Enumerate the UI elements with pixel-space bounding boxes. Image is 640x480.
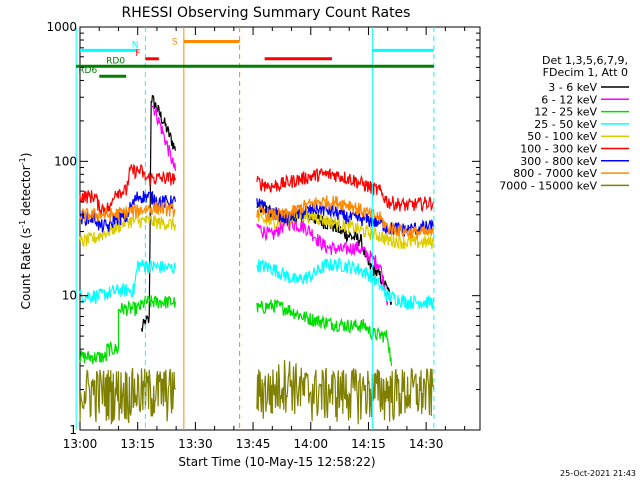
series-layer — [79, 95, 435, 425]
footer-timestamp: 25-Oct-2021 21:43 — [560, 469, 636, 478]
legend-entry: 25 - 50 keV — [534, 118, 597, 131]
series-line — [140, 95, 176, 332]
x-tick-label: 13:15 — [120, 437, 155, 451]
y-axis-label-sup: -1 — [18, 220, 27, 228]
legend: Det 1,3,5,6,7,9,FDecim 1, Att 0 3 - 6 keV… — [499, 54, 629, 192]
axis-layer: 1 10 100 1000 13:00 13:15 13:30 13:45 14:00 14:15… — [46, 20, 480, 451]
y-tick-label: 10 — [62, 289, 77, 303]
x-axis-label: Start Time (10-May-15 12:58:22) — [178, 455, 375, 469]
x-tick-label: 14:30 — [409, 437, 444, 451]
y-tick-label: 100 — [54, 154, 77, 168]
series-line — [79, 367, 176, 425]
marker-layer — [75, 27, 435, 430]
y-axis-label-sup-2: -1 — [18, 157, 27, 165]
series-line — [150, 105, 176, 171]
flag-layer: NF S RD0 RD6 — [76, 37, 434, 78]
series-line — [256, 359, 435, 425]
series-line — [256, 168, 435, 213]
x-tick-label: 14:15 — [351, 437, 386, 451]
flag-label: S — [172, 37, 178, 47]
flag-label: N — [132, 40, 139, 50]
legend-entry: 300 - 800 keV — [520, 155, 597, 168]
y-axis-label-main: Count Rate (s — [19, 228, 33, 310]
series-line — [79, 200, 176, 223]
chart-title: RHESSI Observing Summary Count Rates — [122, 5, 411, 21]
flag-label: F — [135, 49, 140, 59]
x-tick-label: 13:30 — [178, 437, 213, 451]
series-line — [256, 217, 389, 306]
legend-entry: 100 - 300 keV — [520, 143, 597, 156]
y-axis-label: Count Rate (s-1 detector-1) — [18, 153, 33, 310]
y-axis-label-close: ) — [19, 153, 33, 158]
series-line — [79, 258, 176, 305]
x-tick-label: 13:45 — [236, 437, 271, 451]
y-tick-label: 1 — [69, 423, 77, 437]
flag-label: RD0 — [106, 56, 125, 66]
legend-entry: 7000 - 15000 keV — [499, 179, 597, 192]
legend-header: FDecim 1, Att 0 — [543, 66, 628, 79]
y-tick-label: 1000 — [46, 20, 77, 34]
x-tick-label: 13:00 — [63, 437, 98, 451]
legend-entry: 50 - 100 keV — [527, 130, 597, 143]
legend-entry: 6 - 12 keV — [541, 93, 597, 106]
series-line — [256, 257, 435, 310]
legend-entry: 3 - 6 keV — [548, 81, 597, 94]
flag-label: RD6 — [78, 66, 97, 76]
y-axis-label-tail: detector — [19, 165, 33, 220]
series-line — [79, 163, 176, 217]
series-line — [256, 298, 393, 366]
series-line — [79, 295, 176, 365]
legend-header: Det 1,3,5,6,7,9, — [542, 54, 628, 67]
legend-entry: 12 - 25 keV — [534, 106, 597, 119]
series-line — [79, 214, 176, 248]
legend-entry: 800 - 7000 keV — [513, 167, 597, 180]
series-line — [256, 195, 435, 240]
x-tick-label: 14:00 — [293, 437, 328, 451]
plot-frame — [79, 26, 481, 431]
